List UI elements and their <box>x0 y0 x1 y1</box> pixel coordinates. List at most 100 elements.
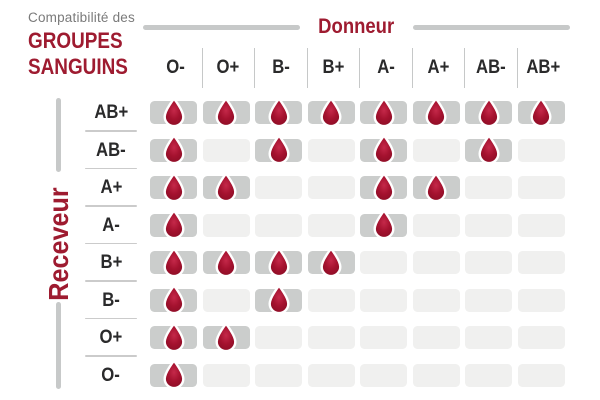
cell-B--from-AB--incompatible <box>465 288 512 312</box>
cell-O+-from-A--incompatible <box>360 326 407 349</box>
matrix-row-cells <box>150 97 570 127</box>
cell-B--from-A+-incompatible <box>412 288 460 312</box>
receiver-label-AB-: AB- <box>85 139 137 163</box>
cell-AB+-from-B--compatible <box>255 97 302 127</box>
matrix-row-cells <box>150 172 570 202</box>
row-separator <box>85 280 137 282</box>
cell-O--from-A--incompatible <box>360 363 407 387</box>
matrix-row-AB-: AB- <box>0 134 600 177</box>
matrix-row-A-: A- <box>0 209 600 252</box>
blood-drop-icon <box>268 247 289 277</box>
cell-AB+-from-A--compatible <box>360 97 407 127</box>
row-separator <box>85 355 137 357</box>
donor-header-label: O- <box>166 57 186 78</box>
blood-drop-icon <box>162 209 185 239</box>
receiver-label-O+: O+ <box>85 326 137 350</box>
donor-header-label: AB- <box>475 57 506 78</box>
cell-A+-from-AB--incompatible <box>465 176 512 199</box>
cell-A+-from-A--compatible <box>360 172 407 202</box>
cell-A+-from-AB+-incompatible <box>517 176 565 199</box>
page-title: Compatibilité des GROUPES SANGUINS <box>28 10 144 80</box>
blood-drop-icon <box>162 284 185 314</box>
matrix-row-AB+: AB+ <box>0 97 600 139</box>
receiver-label-text: AB- <box>96 139 126 161</box>
cell-B--from-O+-incompatible <box>202 288 250 312</box>
cell-AB--from-B+-incompatible <box>307 138 355 162</box>
cell-AB--from-O+-incompatible <box>202 138 250 162</box>
matrix-row-cells <box>150 359 570 389</box>
blood-drop-icon <box>373 209 394 239</box>
receiver-label-AB+: AB+ <box>85 101 137 125</box>
cell-AB--from-AB+-incompatible <box>517 138 565 162</box>
receiver-header-line-bottom <box>56 302 61 389</box>
matrix-row-B-: B- <box>0 284 600 327</box>
cell-O+-from-O+-compatible <box>202 322 250 352</box>
cell-AB--from-A--compatible <box>360 134 407 164</box>
donor-header-label: B+ <box>322 57 345 78</box>
cell-O+-from-AB--incompatible <box>465 326 512 349</box>
blood-drop-icon <box>215 322 237 352</box>
cell-O+-from-B+-incompatible <box>307 326 355 349</box>
blood-drop-icon <box>268 134 289 164</box>
cell-AB+-from-A+-compatible <box>412 97 460 127</box>
donor-header-line-left <box>143 24 301 30</box>
blood-drop-icon <box>478 97 499 127</box>
donor-axis-header: Donneur <box>143 14 571 40</box>
matrix-row-B+: B+ <box>0 247 600 289</box>
blood-drop-icon <box>215 172 237 202</box>
donor-header-O-: O- <box>150 48 203 88</box>
cell-B--from-B--compatible <box>255 284 302 314</box>
blood-drop-icon <box>162 134 185 164</box>
cell-B+-from-O--compatible <box>150 247 197 277</box>
donor-header-A+: A+ <box>413 48 465 88</box>
receiver-label-text: AB+ <box>94 102 128 123</box>
cell-B+-from-B+-compatible <box>307 247 355 277</box>
donor-header-label: O+ <box>216 57 240 78</box>
cell-O--from-O--compatible <box>150 359 197 389</box>
cell-A--from-O--compatible <box>150 209 197 239</box>
blood-drop-icon <box>425 172 447 202</box>
cell-O+-from-AB+-incompatible <box>517 326 565 349</box>
receiver-label-B-: B- <box>85 289 137 313</box>
receiver-label-text: B- <box>102 289 120 311</box>
cell-A+-from-B--incompatible <box>255 176 302 199</box>
cell-A+-from-O+-compatible <box>202 172 250 202</box>
donor-header-AB+: AB+ <box>518 48 571 88</box>
cell-A--from-AB--incompatible <box>465 213 512 237</box>
cell-O--from-B+-incompatible <box>307 363 355 387</box>
row-separator <box>85 317 137 319</box>
donor-header-B+: B+ <box>308 48 360 88</box>
row-separator <box>85 242 137 244</box>
row-separator <box>85 130 137 132</box>
cell-AB+-from-O--compatible <box>150 97 197 127</box>
receiver-label-B+: B+ <box>85 251 137 275</box>
cell-A--from-B+-incompatible <box>307 213 355 237</box>
cell-AB+-from-O+-compatible <box>202 97 250 127</box>
cell-O+-from-O--compatible <box>150 322 197 352</box>
blood-drop-icon <box>373 97 394 127</box>
blood-drop-icon <box>162 247 185 277</box>
donor-header-label: AB+ <box>526 57 561 78</box>
receiver-header-line-top <box>56 98 61 172</box>
cell-A--from-AB+-incompatible <box>517 213 565 237</box>
receiver-label-A+: A+ <box>85 176 137 200</box>
blood-drop-icon <box>373 172 394 202</box>
cell-A--from-O+-incompatible <box>202 213 250 237</box>
blood-drop-icon <box>530 97 552 127</box>
blood-drop-icon <box>162 359 185 389</box>
blood-drop-icon <box>162 97 185 127</box>
cell-B--from-AB+-incompatible <box>517 288 565 312</box>
cell-B+-from-A--incompatible <box>360 251 407 274</box>
matrix-row-A+: A+ <box>0 172 600 214</box>
matrix-row-cells <box>150 209 570 239</box>
cell-A+-from-A+-compatible <box>412 172 460 202</box>
donor-header-O+: O+ <box>203 48 255 88</box>
cell-O+-from-B--incompatible <box>255 326 302 349</box>
donor-header-line-right <box>412 24 571 30</box>
donor-header-label: A- <box>376 57 395 78</box>
cell-B+-from-AB+-incompatible <box>517 251 565 274</box>
cell-O+-from-A+-incompatible <box>412 326 460 349</box>
blood-drop-icon <box>320 97 342 127</box>
cell-B+-from-B--compatible <box>255 247 302 277</box>
